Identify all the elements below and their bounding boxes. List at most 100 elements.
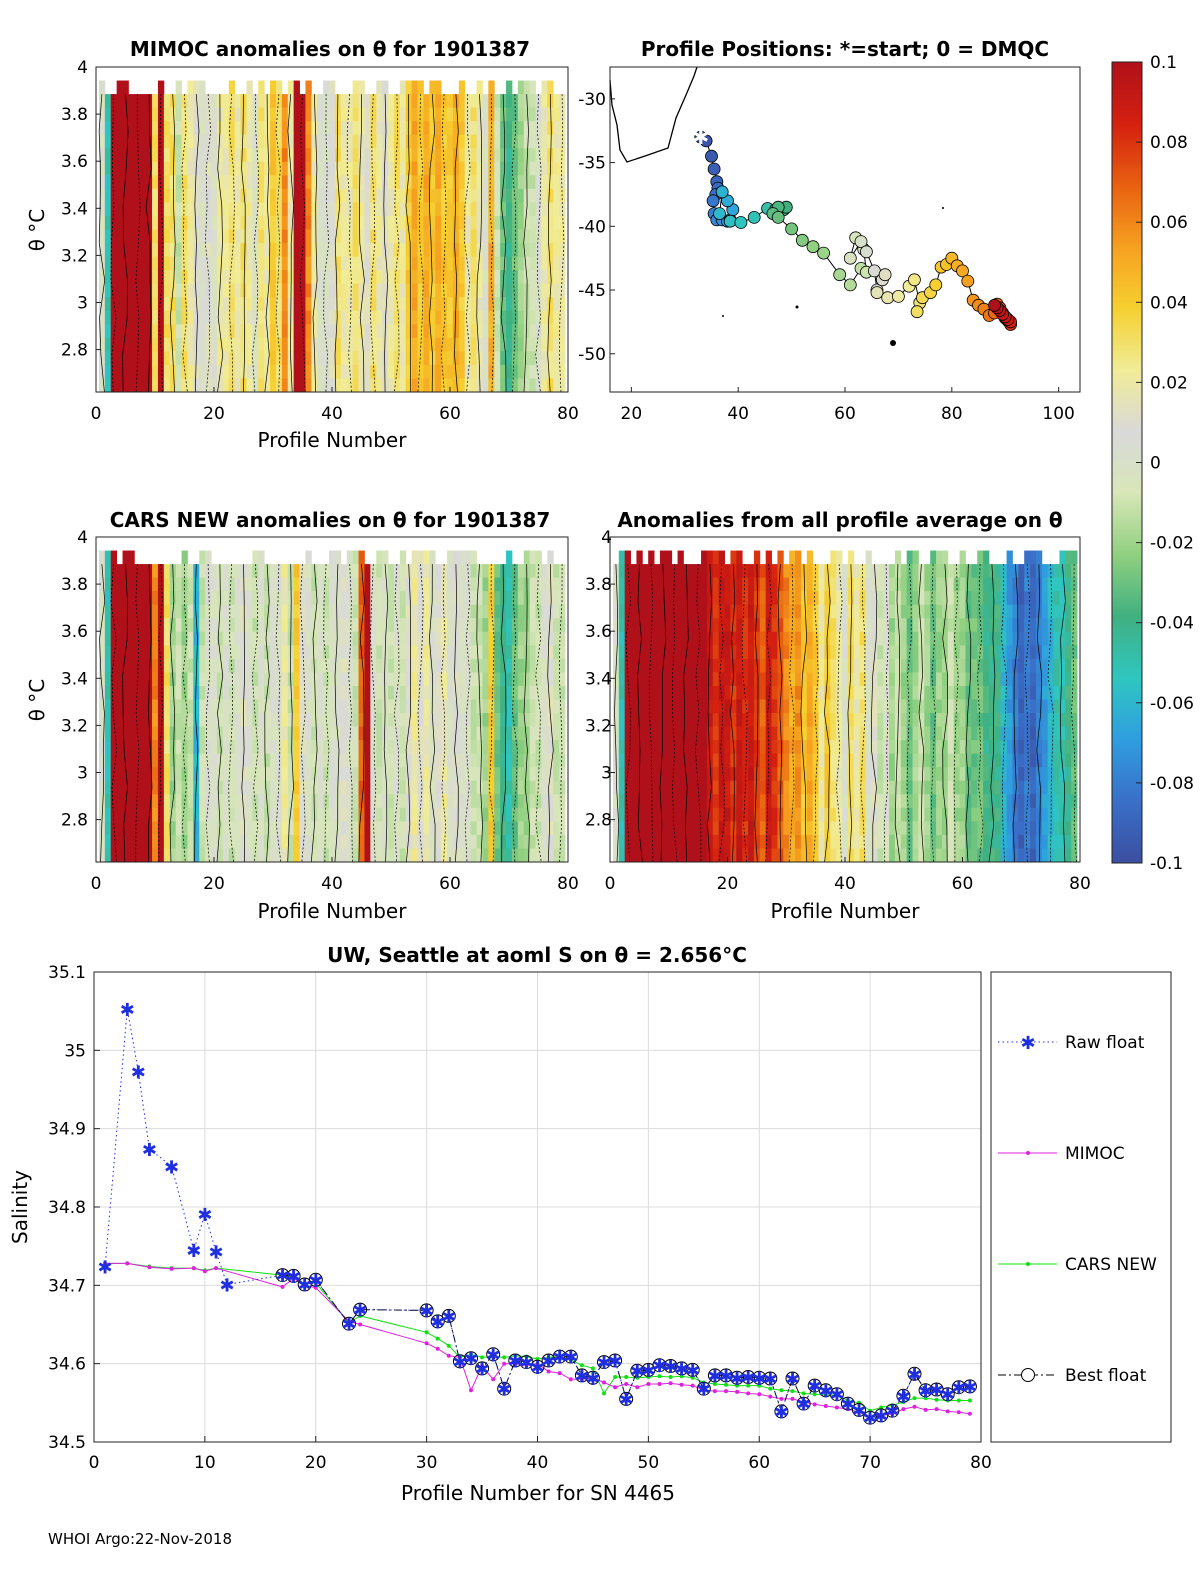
heatmap-cell (417, 807, 424, 822)
contour-line (217, 94, 224, 393)
heatmap-cell (222, 351, 230, 366)
heatmap-cell (429, 740, 436, 755)
heatmap-cell (506, 188, 513, 203)
heatmap-cell (500, 378, 507, 393)
heatmap-cell (654, 618, 661, 633)
heatmap-cell (152, 794, 159, 809)
heatmap-cell (853, 834, 861, 849)
colorbar-tick-label: -0.02 (1150, 534, 1194, 554)
heatmap-cell (464, 215, 472, 230)
heatmap-cell (553, 243, 560, 257)
heatmap-cell (736, 780, 743, 795)
heatmap-cell (836, 821, 843, 836)
heatmap-cell (340, 337, 348, 352)
heatmap-cell (765, 672, 772, 687)
heatmap-cell (695, 821, 702, 836)
heatmap-cell (748, 577, 755, 592)
heatmap-cell (853, 564, 861, 579)
heatmap-cell (535, 672, 542, 687)
heatmap-cell (836, 848, 843, 863)
heatmap-cell (724, 672, 731, 687)
heatmap-cell (134, 753, 141, 768)
heatmap-cell (464, 94, 472, 109)
heatmap-cell (470, 351, 477, 366)
heatmap-cell (470, 821, 477, 836)
heatmap-cell (718, 631, 725, 646)
heatmap-cell (358, 834, 365, 849)
heatmap-cell (529, 713, 536, 727)
heatmap-cell (441, 310, 448, 325)
heatmap-cell (323, 283, 330, 298)
heatmap-cell (458, 807, 466, 822)
heatmap-cell (506, 740, 513, 755)
heatmap-cell (906, 848, 913, 863)
heatmap-cell (476, 672, 483, 687)
heatmap-cell (736, 631, 743, 646)
heatmap-cell (482, 256, 489, 271)
heatmap-cell (352, 618, 359, 633)
heatmap-cell (252, 821, 259, 836)
heatmap-cell (275, 577, 283, 592)
heatmap-cell (677, 726, 684, 741)
heatmap-cell (889, 564, 896, 579)
heatmap-cell (736, 672, 743, 687)
heatmap-cell (435, 270, 442, 285)
heatmap-cell (517, 229, 525, 244)
heatmap-cell (240, 215, 247, 230)
heatmap-cell (671, 604, 678, 619)
heatmap-cell (458, 297, 466, 312)
heatmap-cell (104, 148, 112, 163)
heatmap-cell (281, 202, 289, 217)
heatmap-cell (523, 713, 531, 727)
heatmap-cell (535, 256, 542, 271)
heatmap-cell (134, 604, 141, 619)
heatmap-cell (175, 753, 182, 768)
heatmap-cell (216, 310, 224, 325)
heatmap-cell (275, 310, 283, 325)
heatmap-cell (311, 685, 318, 700)
heatmap-cell (376, 685, 383, 700)
heatmap-cell (152, 685, 159, 700)
heatmap-cell (187, 175, 194, 190)
heatmap-cell (275, 188, 283, 203)
heatmap-cell (906, 753, 913, 768)
heatmap-cell (146, 848, 153, 863)
heatmap-cell (789, 685, 796, 700)
heatmap-cell (305, 658, 312, 673)
heatmap-cell (393, 94, 401, 109)
heatmap-cell (169, 161, 177, 176)
heatmap-cell (205, 699, 212, 714)
heatmap-cell (541, 229, 548, 244)
heatmap-cell (553, 175, 560, 190)
heatmap-cell (370, 658, 377, 673)
heatmap-cell (281, 645, 289, 660)
heatmap-cell (399, 794, 407, 809)
heatmap-cell (458, 215, 466, 230)
heatmap-cell (340, 310, 348, 325)
heatmap-cell (470, 243, 477, 257)
heatmap-cell (293, 107, 300, 122)
heatmap-cell (246, 175, 253, 190)
heatmap-cell (559, 767, 566, 782)
heatmap-cell (246, 564, 253, 579)
heatmap-cell (447, 283, 454, 298)
heatmap-cell (464, 297, 472, 312)
heatmap-cell (842, 618, 849, 633)
heatmap-cell (718, 834, 725, 849)
heatmap-cell (364, 256, 371, 271)
heatmap-cell (388, 780, 395, 795)
heatmap-cell (447, 848, 454, 863)
heatmap-cell (110, 577, 118, 592)
heatmap-cell (818, 564, 825, 579)
island-st-paul (942, 207, 944, 209)
heatmap-cell (488, 148, 495, 163)
heatmap-cell (559, 364, 566, 379)
heatmap-cell (358, 202, 365, 217)
heatmap-cell (281, 121, 289, 136)
heatmap-cell (547, 645, 554, 660)
heatmap-cell (181, 121, 188, 136)
heatmap-cell (228, 324, 236, 339)
heatmap-cell (541, 107, 548, 122)
heatmap-cell (270, 148, 277, 163)
